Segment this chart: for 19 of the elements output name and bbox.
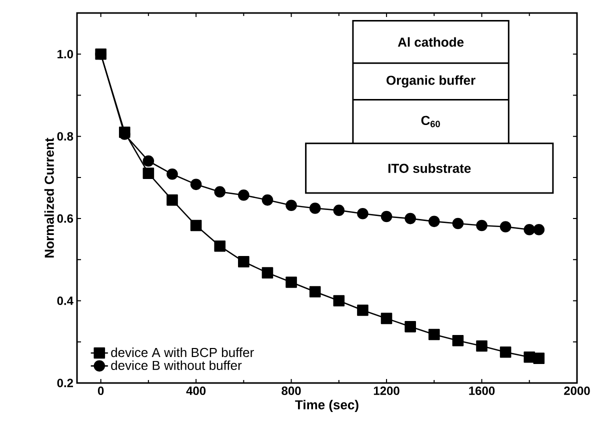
x-tick-label: 0	[98, 386, 104, 396]
x-tick-label: 1200	[374, 386, 400, 396]
legend-label: device A with BCP buffer	[111, 348, 254, 358]
annotation: Organic buffer	[386, 75, 476, 88]
x-tick-label: 800	[282, 386, 301, 396]
y-tick-label: 0.2	[57, 378, 73, 388]
x-tick-label: 1600	[469, 386, 495, 396]
x-tick-label: 400	[186, 386, 206, 396]
annotation: C$_{60}$	[421, 116, 440, 128]
y-axis-title: Normalized Current	[44, 138, 54, 258]
y-tick-label: 0.8	[57, 132, 74, 141]
y-tick-label: 1.0	[58, 50, 73, 58]
annotation: Al cathode	[398, 37, 464, 47]
annotation: ITO substrate	[388, 163, 471, 173]
x-axis-title: Time (sec)	[295, 400, 358, 412]
y-tick-label: 0.4	[57, 296, 74, 306]
legend-label: device B without buffer	[111, 360, 242, 370]
x-tick-label: 2000	[564, 386, 590, 396]
y-tick-label: 0.6	[57, 214, 74, 223]
